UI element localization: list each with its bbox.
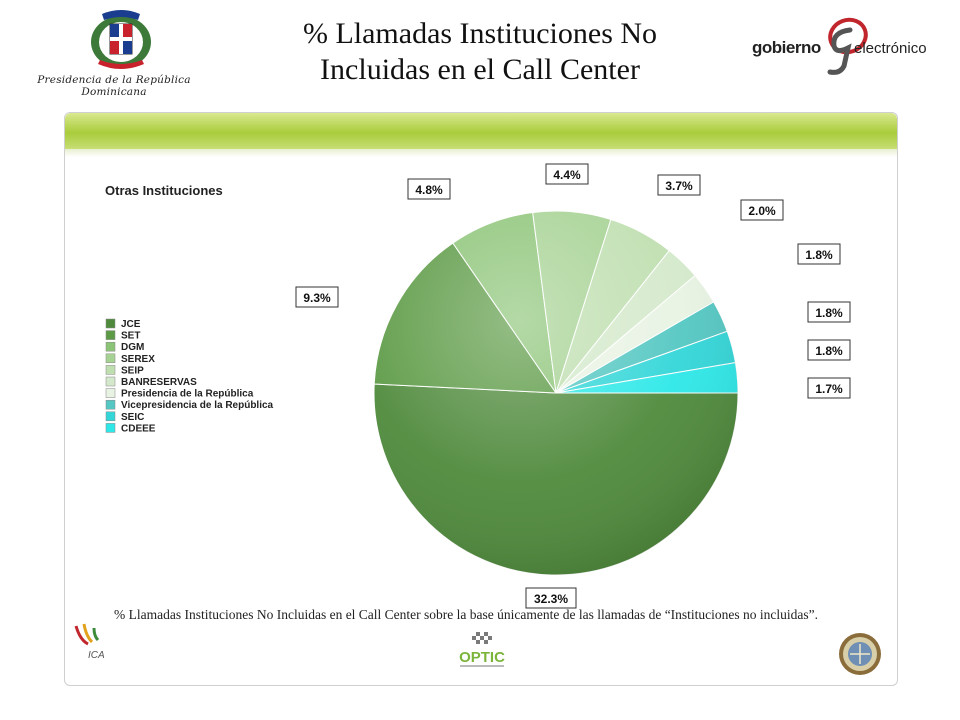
data-label-text: 2.0% [748, 204, 776, 218]
chart-title: Otras Instituciones [105, 183, 223, 198]
data-label-box [807, 339, 851, 361]
panel-header-shade [65, 149, 897, 157]
data-label-box [807, 377, 851, 399]
data-label-box [295, 286, 339, 308]
optic-logo-text: OPTIC [459, 649, 505, 666]
legend-swatch [105, 330, 116, 340]
data-label-box [797, 243, 841, 265]
data-label-text: 9.3% [303, 291, 331, 305]
data-label: 1.7% [807, 377, 851, 399]
legend-swatch [105, 423, 116, 433]
data-labels: 32.3% 9.3% 4.8% 4.4% 3.7% 2.0% 1.8% 1.8% 1.8% 1.7… [295, 163, 851, 609]
data-label: 9.3% [295, 286, 339, 308]
data-label: 1.8% [807, 339, 851, 361]
ica-logo: ICA [74, 623, 105, 661]
title-line-1: % Llamadas Instituciones No [302, 17, 658, 50]
presidencia-caption: Presidencia de la República Dominicana [37, 74, 191, 98]
page-title: % Llamadas Instituciones No Incluidas en… [230, 16, 730, 88]
data-label-box [545, 163, 589, 185]
legend-label: SEIC [121, 412, 144, 423]
data-label: 3.7% [657, 174, 701, 196]
data-label-box [525, 587, 577, 609]
data-label-text: 1.8% [815, 344, 843, 358]
data-label: 2.0% [740, 199, 784, 221]
legend-label: SEIP [121, 365, 144, 376]
ica-logo-text: ICA [88, 650, 105, 661]
title-line-2: Incluidas en el Call Center [320, 53, 640, 86]
legend-label: SET [121, 331, 140, 342]
coat-of-arms-icon [91, 10, 151, 69]
legend-swatch [105, 318, 116, 329]
data-label: 4.4% [545, 163, 589, 185]
data-label-text: 1.8% [805, 248, 833, 262]
data-label-text: 1.7% [815, 382, 843, 396]
footnote: % Llamadas Instituciones No Incluidas en… [114, 607, 819, 622]
gobierno-electronico-logo: gobierno electrónico [752, 14, 942, 84]
data-label-box [807, 301, 851, 323]
logo-text-electronico: electrónico [854, 40, 927, 57]
data-label: 32.3% [525, 587, 577, 609]
oas-seal-icon [839, 633, 881, 675]
data-label-text: 4.8% [415, 183, 443, 197]
pie-gloss [374, 211, 738, 575]
data-label-text: 3.7% [665, 179, 693, 193]
optic-logo: OPTIC [459, 632, 505, 667]
legend-swatch [105, 399, 116, 410]
legend-swatch [105, 341, 116, 352]
legend-label: JCE [121, 319, 141, 330]
legend-swatch [105, 353, 116, 364]
legend-swatch [105, 376, 116, 387]
data-label: 1.8% [797, 243, 841, 265]
data-label-text: 4.4% [553, 168, 581, 182]
data-label-box [657, 174, 701, 196]
legend-swatch [105, 388, 116, 398]
legend: JCESETDGMSEREXSEIPBANRESERVASPresidencia… [105, 318, 274, 434]
legend-label: Vicepresidencia de la República [121, 400, 274, 411]
data-label-box [740, 199, 784, 221]
panel-header-bar [65, 113, 897, 149]
logo-text-gobierno: gobierno [752, 38, 821, 57]
g-logo-icon [827, 17, 868, 75]
legend-swatch [105, 411, 116, 422]
legend-label: DGM [121, 342, 144, 353]
data-label: 4.8% [407, 178, 451, 200]
data-label-text: 1.8% [815, 306, 843, 320]
data-label-box [407, 178, 451, 200]
data-label-text: 32.3% [534, 592, 568, 606]
legend-swatch [105, 365, 116, 375]
legend-label: SEREX [121, 354, 155, 365]
data-label: 1.8% [807, 301, 851, 323]
legend-label: CDEEE [121, 423, 156, 434]
chart-panel: Otras Instituciones JCE SET DGM SEREX SEIP BA… [64, 112, 898, 686]
legend-label: BANRESERVAS [121, 377, 197, 388]
pie-chart: Otras Instituciones JCESETDGMSEREXSEIPBA… [105, 163, 851, 609]
legend-label: Presidencia de la República [121, 389, 254, 400]
